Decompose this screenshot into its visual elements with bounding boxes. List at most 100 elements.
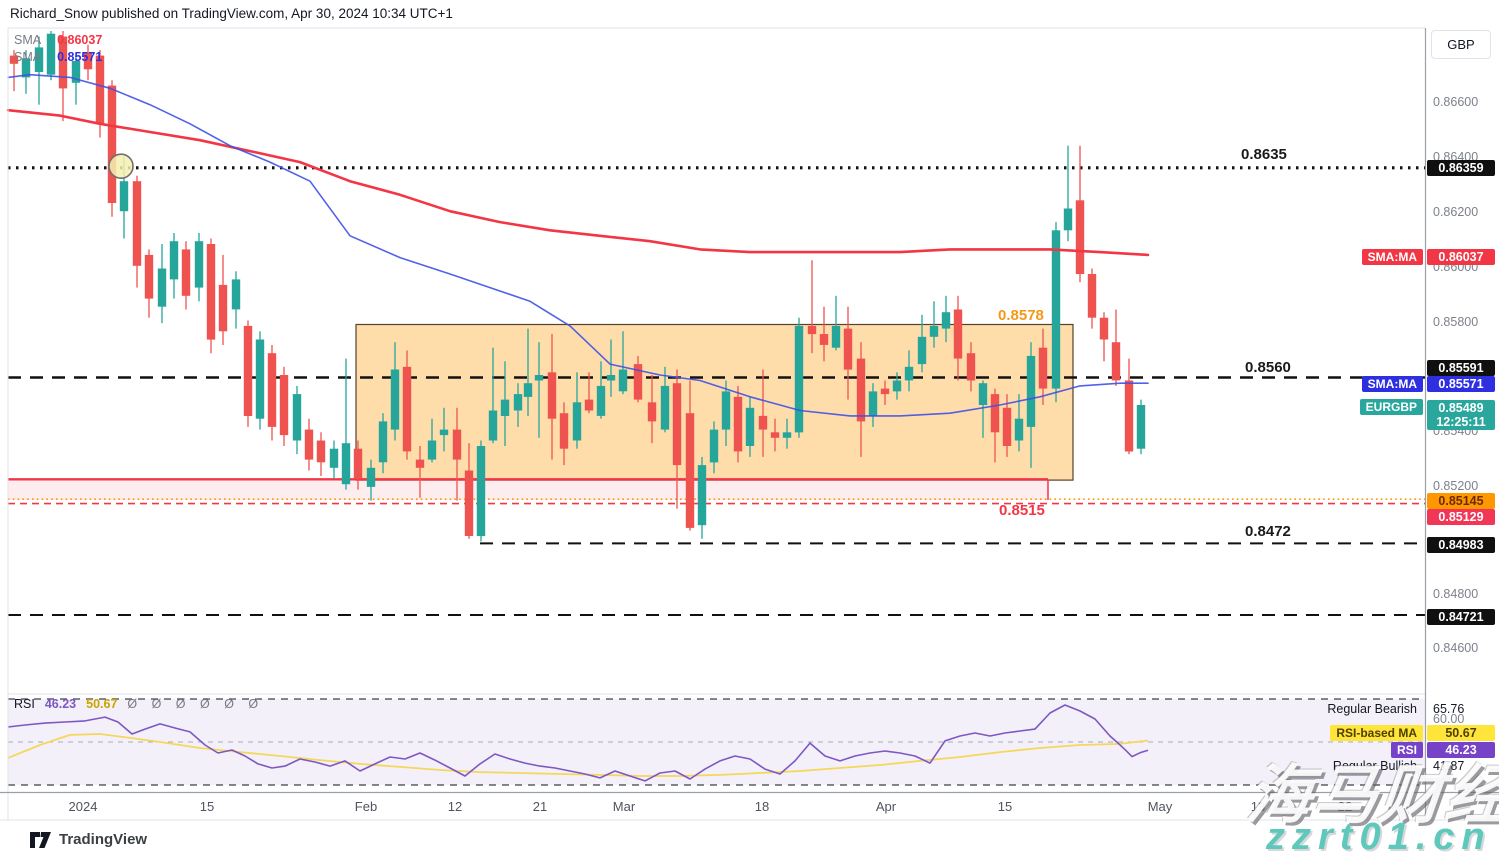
candle-body [745, 407, 755, 446]
candle-body [794, 325, 804, 433]
candle-body [904, 366, 914, 381]
candle-body [941, 312, 951, 329]
time-axis-tick: 15 [997, 799, 1013, 814]
candle-body [807, 325, 817, 335]
candle-body [672, 383, 682, 466]
price-axis-tick: 60.00 [1433, 712, 1465, 726]
candle-body [378, 421, 388, 463]
candle-body [596, 385, 606, 416]
price-axis-label: 0.86037 [1427, 249, 1495, 265]
candle-body [733, 396, 743, 452]
currency-button[interactable]: GBP [1431, 30, 1491, 59]
sma-fast-legend[interactable]: SMA 0.85571 [14, 50, 102, 64]
candle-body [21, 58, 31, 78]
time-axis-tick: 22 [1337, 799, 1353, 814]
price-axis-tick: 41.87 [1433, 759, 1465, 773]
candle-body [83, 52, 93, 70]
price-axis-label: 0.86359 [1427, 160, 1495, 176]
candle-body [144, 254, 154, 299]
candle-body [194, 241, 204, 288]
indicator-tag: RSI-based MA [1330, 725, 1423, 741]
sma-fast-label: SMA [14, 50, 42, 64]
price-axis-label: 0.85145 [1427, 493, 1495, 509]
time-axis-tick: 15 [199, 799, 215, 814]
candle-body [243, 325, 253, 416]
price-axis-tick: 0.85800 [1433, 315, 1479, 329]
rsi-legend-label: RSI [14, 697, 35, 711]
candle-body [34, 47, 44, 72]
candle-body [660, 385, 670, 430]
candle-body [1002, 407, 1012, 446]
zone-top-text: 0.8578 [998, 307, 1044, 324]
candle-body [1014, 418, 1024, 441]
candle-body [58, 36, 68, 89]
tradingview-logo-icon [30, 831, 51, 848]
candle-body [279, 375, 289, 436]
candle-body [978, 383, 988, 405]
candle-body [181, 249, 191, 296]
sma-slow-line [6, 108, 1150, 257]
candle-body [584, 399, 594, 411]
price-axis-label: 0.84721 [1427, 609, 1495, 625]
candle-body [500, 399, 510, 416]
candle-body [71, 61, 81, 83]
candle-body [633, 364, 643, 400]
candle-body [868, 391, 878, 416]
candle-body [547, 372, 557, 419]
candle-body [169, 241, 179, 280]
candle-body [119, 181, 129, 212]
sma-slow-legend[interactable]: SMA 0.86037 [14, 33, 102, 47]
candle-body [572, 402, 582, 441]
support-level-text: 0.8472 [1245, 523, 1291, 540]
sma-fast-value: 0.85571 [57, 50, 103, 64]
resistance-level-text: 0.8635 [1241, 146, 1287, 163]
candle-body [929, 325, 939, 337]
indicator-tag: EURGBP [1359, 399, 1423, 415]
candle-body [1051, 230, 1061, 389]
candle-body [721, 391, 731, 430]
candle-body [9, 55, 19, 64]
time-axis-tick: 21 [532, 799, 548, 814]
candle-body [46, 33, 56, 75]
price-axis-tick: 0.86600 [1433, 95, 1479, 109]
candle-body [1075, 200, 1085, 274]
candle-body [415, 459, 425, 468]
candle-body [1111, 342, 1121, 381]
rsi-ma-line [7, 733, 1149, 777]
candle-body [618, 369, 628, 392]
price-axis-tick: 0.84600 [1433, 641, 1479, 655]
price-axis-label: 50.67 [1427, 725, 1495, 741]
time-axis-tick: 12 [447, 799, 463, 814]
candle-body [856, 358, 866, 422]
candle-body [709, 429, 719, 463]
indicator-tag: RSI [1390, 742, 1423, 758]
rsi-legend[interactable]: RSI 46.23 50.67 Ø Ø Ø Ø Ø Ø [14, 697, 260, 711]
indicator-tag: Regular Bearish [1327, 702, 1417, 716]
sma-fast-line [7, 73, 1149, 417]
candle-body [341, 443, 351, 485]
time-axis-tick: 13 [1250, 799, 1266, 814]
tradingview-footer[interactable]: TradingView [30, 831, 147, 848]
candle-body [831, 325, 841, 348]
candle-body [843, 328, 853, 370]
candle-body [107, 85, 117, 203]
candle-body [329, 448, 339, 468]
candle-body [366, 467, 376, 487]
candle-body [523, 383, 533, 397]
candle-body [206, 244, 216, 340]
candle-body [218, 284, 228, 332]
candle-body [390, 369, 400, 430]
support-band [8, 479, 1048, 501]
indicator-tag: SMA:MA [1361, 376, 1423, 392]
pivot-level-text: 0.8560 [1245, 359, 1291, 376]
candle-body [132, 181, 142, 266]
candle-body [1099, 317, 1109, 340]
price-axis-label: 0.85489 12:25:11 [1427, 400, 1495, 430]
highlight-circle-marker [108, 153, 134, 179]
candle-body [304, 429, 314, 460]
candle-body [1087, 274, 1097, 318]
time-axis-tick: 2024 [68, 799, 98, 814]
time-axis-tick: May [1147, 799, 1173, 814]
rsi-ma-legend-value: 50.67 [86, 697, 118, 711]
